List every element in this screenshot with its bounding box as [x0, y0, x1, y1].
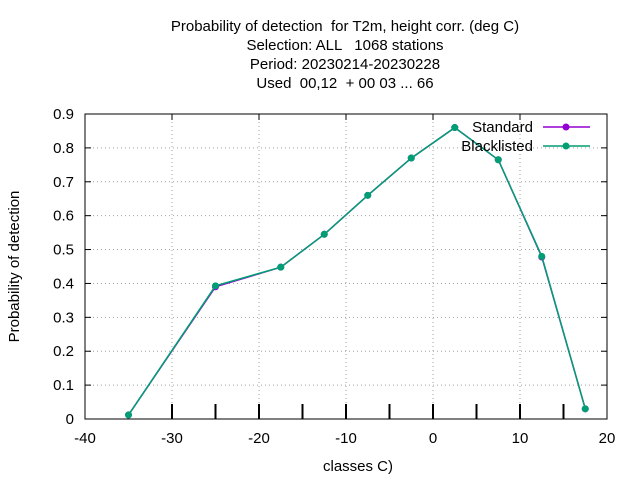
- bottom-marks: [171, 404, 565, 419]
- data-point-blacklisted: [581, 405, 589, 413]
- legend: Standard Blacklisted: [461, 119, 590, 155]
- x-tick-label: 20: [599, 430, 616, 447]
- data-point-blacklisted: [320, 230, 328, 238]
- data-point-blacklisted: [125, 411, 132, 419]
- data-point-blacklisted: [212, 282, 219, 290]
- title-line-4: Used 00,12 + 00 03 ... 66: [256, 75, 434, 92]
- x-tick-label: -40: [74, 430, 96, 447]
- y-tick-label: 0.6: [53, 208, 74, 225]
- series: [125, 124, 589, 419]
- data-point-blacklisted: [407, 154, 415, 162]
- y-tick-label: 0.9: [53, 106, 74, 123]
- title-line-2: Selection: ALL 1068 stations: [246, 37, 444, 54]
- y-tick-label: 0.2: [53, 343, 74, 360]
- x-tick-label: -10: [335, 430, 357, 447]
- series-line-blacklisted: [127, 126, 587, 416]
- legend-label: Blacklisted: [461, 138, 533, 155]
- series-line-standard: [127, 126, 587, 416]
- x-tick-label: 0: [429, 430, 437, 447]
- legend-marker: [562, 123, 570, 131]
- y-tick-label: 0: [66, 411, 74, 428]
- x-tick-label: 10: [512, 430, 529, 447]
- legend-marker: [562, 142, 570, 150]
- y-tick-label: 0.3: [53, 309, 74, 326]
- tick-labels: 0 0.1 0.2 0.3 0.4 0.5 0.6 0.7 0.8 0.9 -40 -30 -20 -10…: [53, 106, 615, 447]
- y-tick-label: 0.7: [53, 174, 74, 191]
- legend-label: Standard: [472, 119, 533, 136]
- title-line-1: Probability of detection for T2m, height…: [170, 18, 520, 35]
- y-tick-label: 0.4: [53, 275, 74, 292]
- title-line-3: Period: 20230214-20230228: [249, 56, 441, 73]
- data-point-blacklisted: [451, 124, 459, 132]
- plot-frame: [84, 113, 608, 420]
- data-point-blacklisted: [364, 191, 372, 199]
- grid: [85, 114, 607, 419]
- data-point-blacklisted: [277, 263, 285, 271]
- y-axis-label: Probability of detection: [6, 191, 23, 343]
- y-tick-label: 0.1: [53, 377, 74, 394]
- x-axis-label: classes C): [323, 458, 393, 475]
- y-tick-label: 0.5: [53, 242, 74, 259]
- y-tick-label: 0.8: [53, 140, 74, 157]
- x-tick-label: -30: [161, 430, 183, 447]
- data-point-blacklisted: [494, 156, 502, 164]
- x-tick-label: -20: [248, 430, 270, 447]
- data-point-blacklisted: [538, 252, 546, 260]
